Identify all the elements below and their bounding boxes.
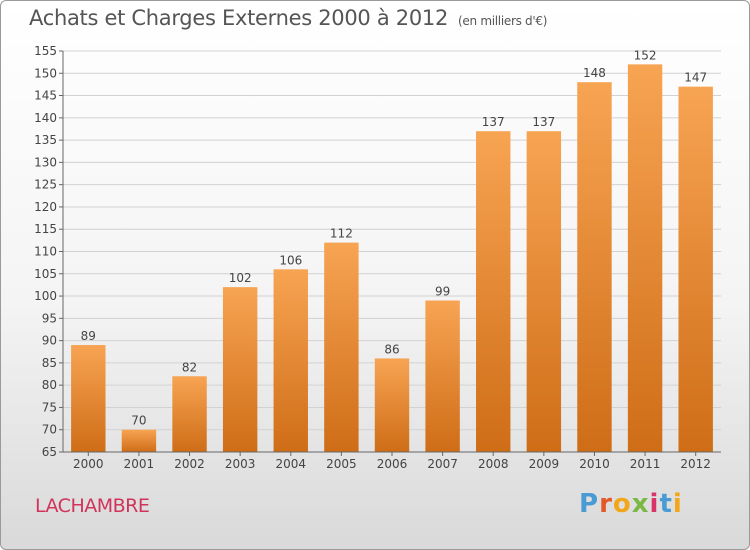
bar	[526, 131, 562, 452]
bar	[324, 242, 359, 452]
bar	[273, 269, 308, 452]
bar-value-label: 102	[229, 271, 252, 285]
x-tick-label: 2000	[73, 457, 104, 471]
y-tick-label: 100	[34, 289, 57, 303]
bar	[374, 358, 410, 452]
bar	[678, 86, 713, 453]
y-tick-label: 95	[42, 311, 57, 325]
y-tick-label: 110	[34, 245, 57, 259]
bar	[172, 376, 207, 452]
y-tick-label: 130	[34, 155, 57, 169]
y-tick-label: 75	[42, 400, 57, 414]
x-tick-label: 2008	[478, 457, 509, 471]
x-tick-label: 2009	[529, 457, 560, 471]
y-tick-label: 140	[34, 111, 57, 125]
y-tick-label: 80	[42, 378, 57, 392]
chart-subtitle: (en milliers d'€)	[458, 14, 548, 28]
logo-letter: o	[612, 489, 632, 519]
bar-value-label: 152	[634, 48, 657, 62]
axes	[59, 50, 721, 456]
bar	[71, 345, 106, 452]
bar-value-label: 106	[279, 253, 302, 267]
x-tick-label: 2012	[680, 457, 711, 471]
bar	[222, 287, 258, 452]
bar	[627, 64, 663, 452]
y-tick-label: 145	[34, 89, 57, 103]
bar-value-label: 137	[482, 115, 505, 129]
y-tick-label: 150	[34, 66, 57, 80]
y-tick-label: 115	[34, 222, 57, 236]
place-name: LACHAMBRE	[35, 495, 150, 517]
y-tick-label: 65	[42, 445, 57, 459]
y-tick-label: 70	[42, 423, 57, 437]
bar-value-label: 137	[532, 115, 555, 129]
logo-letter: r	[599, 489, 613, 519]
bar-value-label: 89	[81, 329, 96, 343]
chart-title-text: Achats et Charges Externes 2000 à 2012	[29, 6, 449, 30]
x-tick-label: 2011	[630, 457, 661, 471]
logo-letter: t	[659, 489, 673, 519]
bar-value-label: 70	[131, 414, 146, 428]
bar	[577, 82, 612, 452]
bar	[425, 300, 460, 452]
logo-letter: i	[672, 489, 683, 519]
labels: 65 70 75 80 85 90 95 100 105 110 115 120 125 130 135 14…	[34, 44, 711, 471]
y-tick-label: 85	[42, 356, 57, 370]
x-tick-label: 2003	[225, 457, 256, 471]
x-tick-label: 2006	[377, 457, 408, 471]
bar-value-label: 148	[583, 66, 606, 80]
x-tick-label: 2004	[275, 457, 306, 471]
logo-letter: P	[579, 489, 600, 519]
y-tick-label: 105	[34, 267, 57, 281]
bar-value-label: 86	[384, 342, 399, 356]
bar-value-label: 112	[330, 227, 353, 241]
bar	[476, 131, 511, 452]
y-tick-label: 135	[34, 133, 57, 147]
x-tick-label: 2007	[427, 457, 458, 471]
bar	[121, 429, 157, 452]
bar-value-label: 82	[182, 360, 197, 374]
y-tick-label: 125	[34, 178, 57, 192]
y-tick-label: 155	[34, 44, 57, 58]
y-tick-label: 90	[42, 334, 57, 348]
bars	[71, 64, 713, 453]
x-tick-label: 2010	[579, 457, 610, 471]
chart-title: Achats et Charges Externes 2000 à 2012 (e…	[29, 6, 547, 30]
logo-letter: x	[631, 489, 650, 519]
x-tick-label: 2002	[174, 457, 205, 471]
bar-value-label: 99	[435, 285, 450, 299]
proxiti-logo: Proxiti	[579, 489, 683, 519]
x-tick-label: 2001	[124, 457, 155, 471]
x-tick-label: 2005	[326, 457, 357, 471]
bar-value-label: 147	[684, 71, 707, 85]
y-tick-label: 120	[34, 200, 57, 214]
logo-letter: i	[649, 489, 660, 519]
